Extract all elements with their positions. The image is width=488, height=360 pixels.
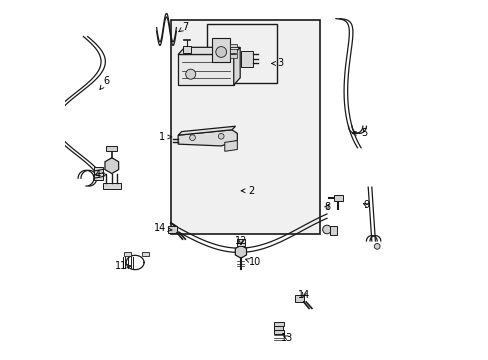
- Polygon shape: [235, 245, 246, 258]
- Bar: [124, 252, 131, 256]
- Text: 7: 7: [179, 22, 188, 32]
- Bar: [171, 21, 319, 234]
- Bar: [206, 24, 276, 83]
- Bar: [183, 45, 191, 53]
- Circle shape: [373, 243, 379, 249]
- Text: 13: 13: [281, 333, 293, 343]
- Text: 14: 14: [154, 224, 172, 233]
- Bar: [168, 226, 177, 233]
- Text: 5: 5: [352, 129, 367, 138]
- Circle shape: [322, 225, 330, 234]
- Text: 10: 10: [245, 257, 261, 267]
- Bar: [329, 226, 336, 234]
- Text: 4: 4: [94, 170, 106, 180]
- Circle shape: [215, 46, 226, 57]
- Text: 3: 3: [271, 58, 283, 68]
- Bar: [230, 49, 237, 53]
- Circle shape: [189, 135, 195, 140]
- Bar: [142, 252, 148, 256]
- Bar: [230, 44, 237, 47]
- Polygon shape: [178, 130, 237, 146]
- Bar: [274, 326, 282, 329]
- Bar: [212, 39, 230, 62]
- Text: 1: 1: [159, 132, 171, 142]
- Bar: [178, 54, 233, 85]
- Polygon shape: [178, 126, 235, 135]
- Polygon shape: [233, 47, 240, 85]
- Text: 14: 14: [297, 290, 309, 300]
- Bar: [273, 330, 283, 334]
- Bar: [102, 183, 121, 189]
- Polygon shape: [178, 47, 240, 54]
- Text: 11: 11: [114, 261, 130, 271]
- Polygon shape: [105, 158, 119, 174]
- Text: 12: 12: [234, 236, 246, 246]
- Bar: [241, 51, 253, 67]
- Text: 6: 6: [100, 76, 109, 90]
- Text: 8: 8: [323, 202, 329, 212]
- Bar: [273, 321, 283, 326]
- Bar: [94, 167, 102, 180]
- Circle shape: [218, 134, 224, 139]
- Bar: [333, 195, 343, 201]
- Polygon shape: [224, 140, 237, 151]
- Bar: [106, 146, 117, 151]
- Circle shape: [185, 69, 195, 79]
- Text: 2: 2: [241, 186, 254, 196]
- Bar: [294, 295, 303, 302]
- Text: 9: 9: [363, 200, 369, 210]
- Bar: [230, 54, 237, 58]
- Bar: [236, 239, 244, 246]
